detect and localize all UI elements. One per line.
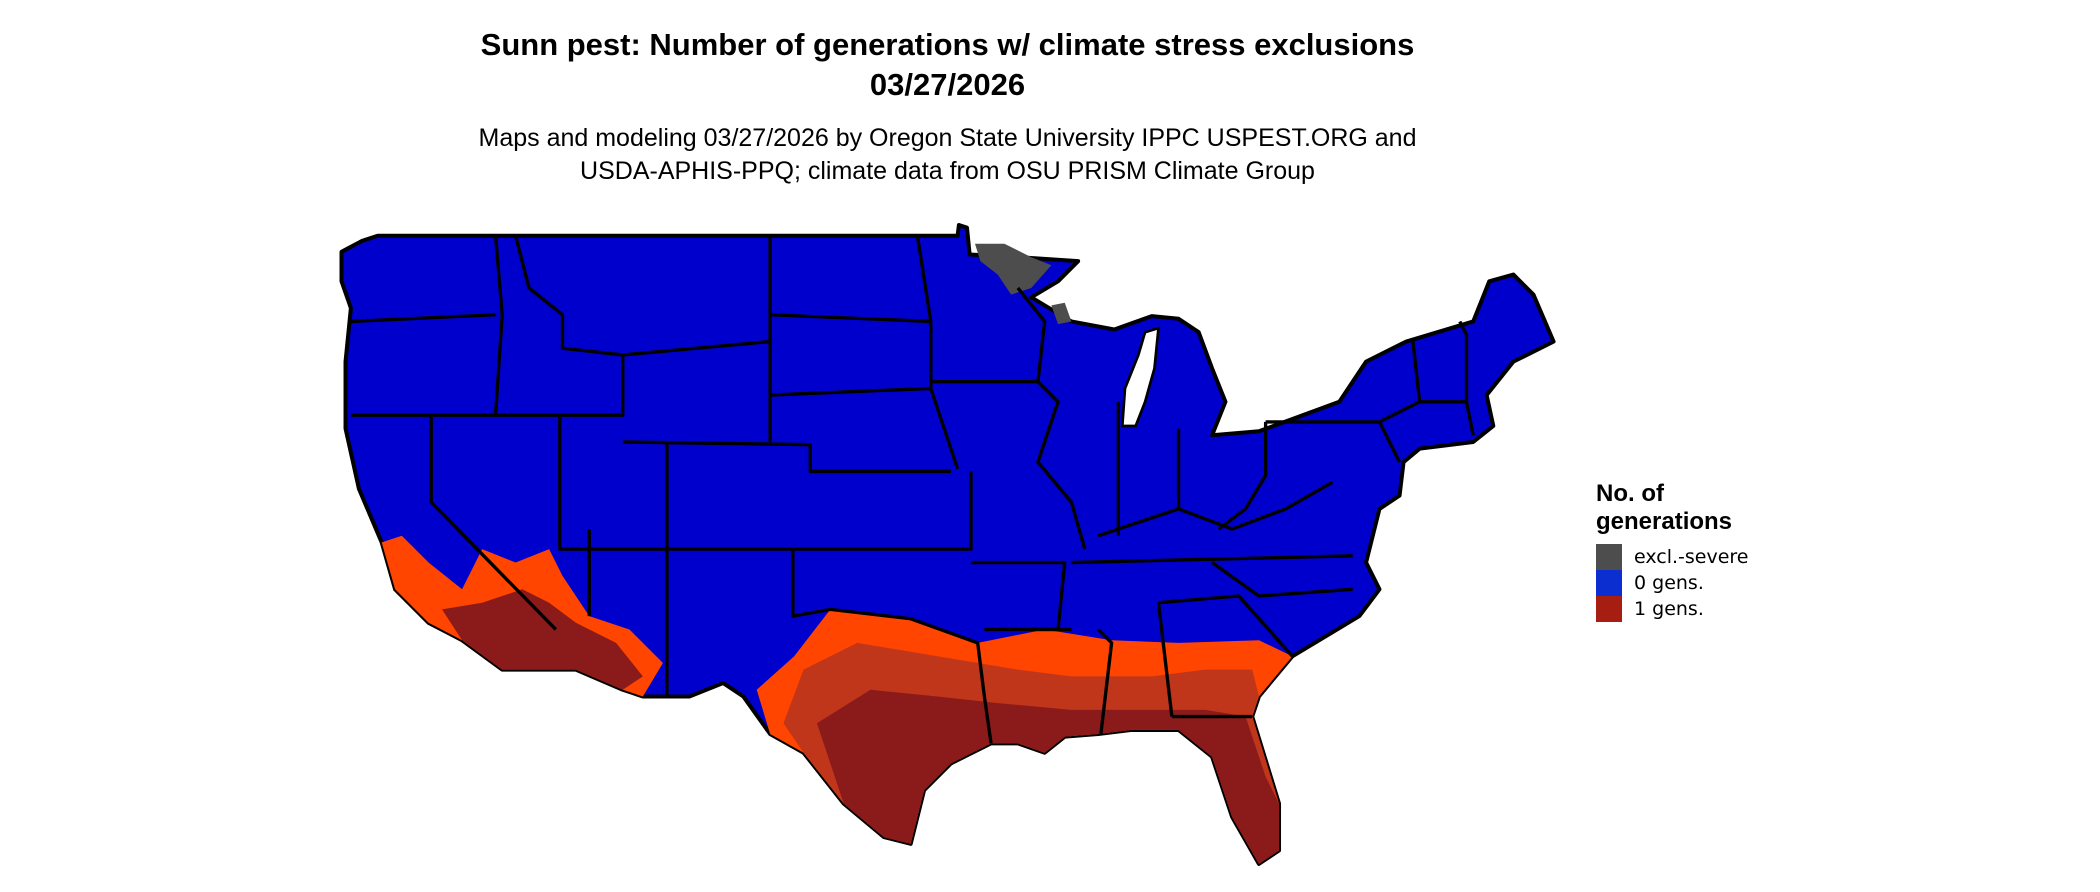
one-gen-zone-dark-southwest: [441, 589, 643, 690]
legend-item-excluded: excl.-severe: [1596, 544, 1749, 570]
legend-label: excl.-severe: [1634, 546, 1749, 568]
state-borders: [350, 235, 1475, 744]
one-gen-zone-dark-south: [816, 689, 1280, 864]
map-subtitle-line2: USDA-APHIS-PPQ; climate data from OSU PR…: [580, 157, 1315, 185]
legend-swatch-excluded: [1596, 544, 1622, 570]
legend-title-line1: No. of: [1596, 480, 1664, 507]
legend-label: 0 gens.: [1634, 572, 1704, 594]
map-subtitle-line1: Maps and modeling 03/27/2026 by Oregon S…: [478, 124, 1417, 152]
legend-swatch-0-gens: [1596, 570, 1622, 596]
legend-label: 1 gens.: [1634, 598, 1704, 620]
excluded-severe-minnesota: [975, 243, 1052, 295]
lake-michigan: [1120, 326, 1161, 428]
legend: No. of generations excl.-severe 0 gens. …: [1596, 480, 1749, 622]
legend-title-line2: generations: [1596, 508, 1733, 535]
legend-item-1-gens: 1 gens.: [1596, 596, 1749, 622]
map-title: Sunn pest: Number of generations w/ clim…: [480, 27, 1415, 62]
legend-item-0-gens: 0 gens.: [1596, 570, 1749, 596]
excluded-severe-wisconsin: [1051, 302, 1072, 325]
legend-swatch-1-gens: [1596, 596, 1622, 622]
map-date: 03/27/2026: [869, 67, 1026, 102]
conus-zero-gens-region: [339, 223, 1556, 866]
